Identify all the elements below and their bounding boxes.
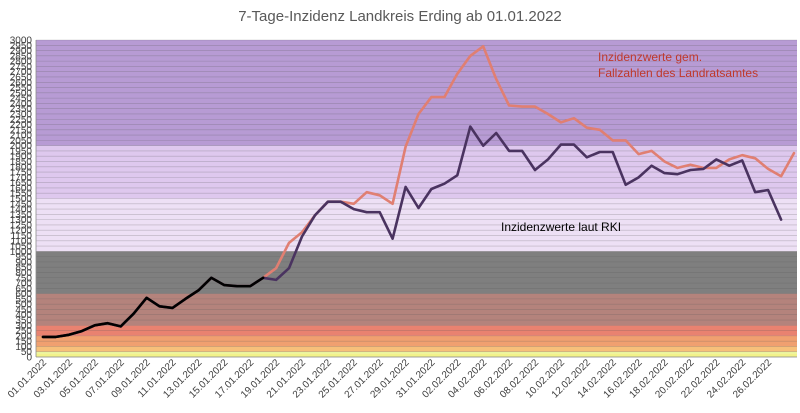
- y-tick-label: 600: [15, 289, 32, 300]
- y-tick-label: 750: [15, 273, 32, 284]
- y-tick-label: 450: [15, 305, 32, 316]
- band-5: [36, 293, 797, 326]
- y-tick-label: 1600: [10, 183, 33, 194]
- y-tick-label: 2000: [10, 141, 33, 152]
- y-tick-label: 1200: [10, 226, 33, 237]
- band-7: [36, 198, 797, 252]
- y-tick-label: 1250: [10, 220, 33, 231]
- y-tick-label: 1350: [10, 210, 33, 221]
- y-tick-label: 2400: [10, 99, 33, 110]
- y-tick-label: 3000: [10, 36, 33, 47]
- y-tick-label: 800: [15, 268, 32, 279]
- y-tick-label: 2050: [10, 136, 33, 147]
- y-tick-label: 1550: [10, 189, 33, 200]
- y-tick-label: 2550: [10, 83, 33, 94]
- y-tick-label: 1650: [10, 178, 33, 189]
- y-tick-label: 1900: [10, 152, 33, 163]
- y-tick-label: 2500: [10, 88, 33, 99]
- y-tick-label: 1750: [10, 168, 33, 179]
- band-3: [36, 335, 797, 347]
- y-tick-label: 200: [15, 331, 32, 342]
- y-tick-label: 1000: [10, 247, 33, 258]
- y-tick-label: 150: [15, 337, 32, 348]
- y-tick-label: 250: [15, 326, 32, 337]
- band-9: [36, 40, 797, 146]
- y-tick-label: 650: [15, 284, 32, 295]
- band-4: [36, 325, 797, 336]
- y-tick-label: 1100: [10, 236, 32, 247]
- y-tick-label: 0: [26, 353, 32, 364]
- y-tick-label: 1950: [10, 146, 33, 157]
- y-tick-label: 950: [15, 252, 32, 263]
- y-tick-label: 700: [15, 279, 32, 290]
- y-tick-label: 2250: [10, 115, 33, 126]
- band-8: [36, 145, 797, 199]
- y-tick-label: 2900: [10, 46, 33, 57]
- y-tick-label: 400: [15, 310, 32, 321]
- y-tick-label: 1050: [10, 242, 33, 253]
- y-tick-label: 50: [21, 347, 33, 358]
- y-tick-label: 100: [15, 342, 32, 353]
- y-tick-label: 350: [15, 316, 32, 327]
- y-tick-label: 300: [15, 321, 32, 332]
- y-axis-ticks: 0501001502002503003504004505005506006507…: [10, 36, 33, 364]
- y-tick-label: 900: [15, 257, 32, 268]
- band-0: [36, 353, 797, 357]
- y-tick-label: 500: [15, 300, 32, 311]
- annotation-text: Fallzahlen des Landratsamtes: [598, 66, 758, 80]
- band-6: [36, 251, 797, 294]
- y-tick-label: 1400: [10, 205, 33, 216]
- y-tick-label: 850: [15, 263, 32, 274]
- y-tick-label: 2450: [10, 94, 33, 105]
- y-tick-label: 2300: [10, 109, 33, 120]
- series-lines: [41, 44, 796, 339]
- y-tick-label: 1450: [10, 199, 33, 210]
- x-axis-ticks: 01.01.202203.01.202205.01.202207.01.2022…: [6, 357, 775, 400]
- y-tick-label: 2600: [10, 78, 33, 89]
- annotation-text: Inzidenzwerte gem.: [598, 50, 702, 64]
- y-tick-label: 2200: [10, 120, 33, 131]
- y-tick-label: 2150: [10, 125, 33, 136]
- y-tick-label: 2700: [10, 67, 33, 78]
- y-tick-label: 1500: [10, 194, 33, 205]
- y-tick-label: 2950: [10, 41, 33, 52]
- y-tick-label: 2850: [10, 51, 33, 62]
- band-2: [36, 346, 797, 352]
- annotation-text: Inzidenzwerte laut RKI: [501, 220, 621, 234]
- band-1: [36, 351, 797, 354]
- y-tick-label: 1850: [10, 157, 33, 168]
- y-tick-label: 2350: [10, 104, 33, 115]
- y-tick-label: 2800: [10, 57, 33, 68]
- gridlines: [35, 39, 797, 358]
- y-tick-label: 2750: [10, 62, 33, 73]
- annotations: Inzidenzwerte gem. Fallzahlen des Landrat…: [501, 50, 758, 234]
- y-tick-label: 1800: [10, 162, 33, 173]
- y-tick-label: 1700: [10, 173, 33, 184]
- y-tick-label: 550: [15, 294, 32, 305]
- y-tick-label: 2650: [10, 72, 33, 83]
- chart-title: 7-Tage-Inzidenz Landkreis Erding ab 01.0…: [238, 8, 562, 25]
- background-bands: [36, 40, 797, 357]
- y-tick-label: 1150: [10, 231, 32, 242]
- y-tick-label: 1300: [10, 215, 33, 226]
- y-tick-label: 2100: [10, 131, 33, 142]
- series-line-shared: [41, 276, 265, 339]
